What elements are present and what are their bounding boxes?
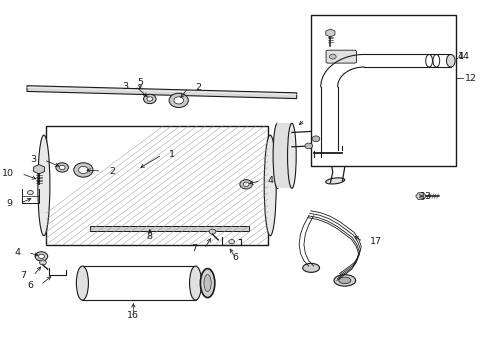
Circle shape bbox=[78, 166, 88, 174]
Circle shape bbox=[144, 94, 156, 104]
Circle shape bbox=[40, 260, 46, 265]
Circle shape bbox=[56, 163, 69, 172]
Text: 3: 3 bbox=[122, 82, 128, 91]
Text: 13: 13 bbox=[419, 192, 432, 201]
Circle shape bbox=[312, 136, 320, 141]
Ellipse shape bbox=[303, 264, 319, 273]
Circle shape bbox=[174, 97, 184, 104]
Ellipse shape bbox=[200, 269, 215, 298]
Ellipse shape bbox=[446, 54, 455, 67]
Ellipse shape bbox=[204, 275, 211, 292]
Circle shape bbox=[74, 163, 93, 177]
Bar bbox=[90, 226, 248, 231]
Bar bbox=[46, 126, 268, 244]
Text: 14: 14 bbox=[453, 52, 465, 61]
Ellipse shape bbox=[326, 178, 345, 184]
Circle shape bbox=[39, 254, 45, 258]
Circle shape bbox=[59, 165, 65, 170]
Text: 2: 2 bbox=[196, 83, 201, 92]
Circle shape bbox=[209, 229, 216, 234]
Bar bbox=[46, 126, 268, 244]
Text: 6: 6 bbox=[232, 253, 238, 262]
Ellipse shape bbox=[38, 135, 50, 236]
Bar bbox=[277, 123, 292, 188]
Text: 7: 7 bbox=[191, 244, 197, 253]
Ellipse shape bbox=[190, 266, 201, 300]
Ellipse shape bbox=[76, 266, 88, 300]
Ellipse shape bbox=[334, 275, 356, 286]
Circle shape bbox=[229, 239, 235, 244]
Text: 14: 14 bbox=[458, 52, 470, 61]
Ellipse shape bbox=[288, 123, 296, 188]
Circle shape bbox=[243, 182, 249, 186]
Text: 9: 9 bbox=[6, 199, 13, 208]
Text: 16: 16 bbox=[127, 311, 139, 320]
Circle shape bbox=[27, 190, 33, 195]
Text: 11: 11 bbox=[312, 115, 324, 124]
Circle shape bbox=[169, 93, 188, 108]
Text: 6: 6 bbox=[27, 280, 33, 289]
Text: 3: 3 bbox=[30, 156, 37, 165]
Bar bbox=[311, 15, 456, 166]
Text: 17: 17 bbox=[370, 237, 382, 246]
Text: 4: 4 bbox=[15, 248, 21, 257]
Circle shape bbox=[240, 180, 252, 189]
Ellipse shape bbox=[339, 277, 351, 284]
Circle shape bbox=[305, 143, 313, 149]
Text: 8: 8 bbox=[147, 232, 153, 241]
Text: 4: 4 bbox=[268, 176, 274, 185]
FancyBboxPatch shape bbox=[326, 50, 356, 63]
Text: 1: 1 bbox=[169, 150, 175, 159]
Text: 2: 2 bbox=[109, 167, 115, 176]
Text: 15: 15 bbox=[445, 21, 457, 30]
Text: 10: 10 bbox=[2, 169, 14, 178]
Circle shape bbox=[35, 252, 48, 261]
Text: 7: 7 bbox=[20, 271, 26, 280]
Ellipse shape bbox=[273, 123, 282, 188]
Ellipse shape bbox=[264, 135, 276, 236]
Bar bbox=[82, 266, 196, 300]
Polygon shape bbox=[27, 86, 296, 99]
Text: 5: 5 bbox=[137, 78, 143, 87]
Circle shape bbox=[329, 54, 336, 59]
Text: 12: 12 bbox=[465, 74, 477, 83]
Circle shape bbox=[147, 97, 153, 101]
